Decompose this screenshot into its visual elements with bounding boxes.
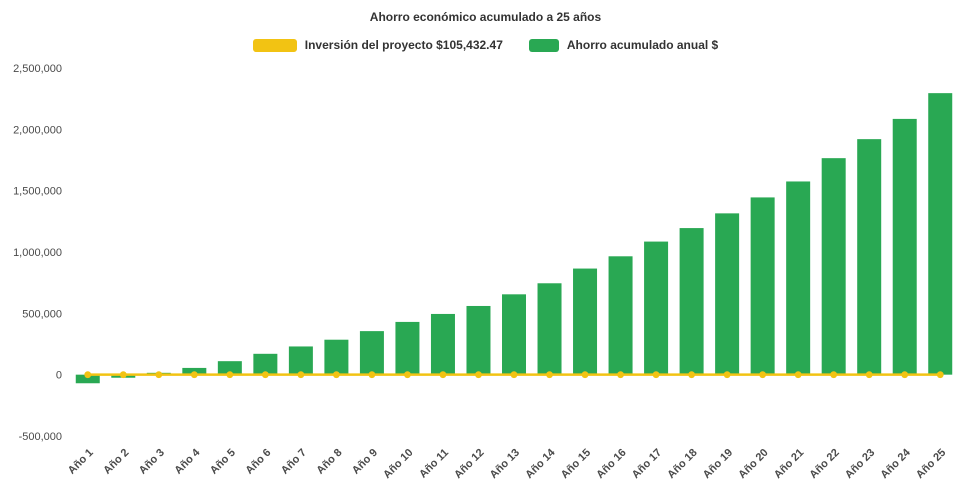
x-tick-label: Año 19 bbox=[701, 447, 735, 481]
savings-bar bbox=[466, 305, 491, 375]
investment-point bbox=[830, 371, 838, 379]
investment-point bbox=[546, 371, 553, 379]
investment-point bbox=[652, 371, 660, 379]
savings-bar bbox=[644, 241, 669, 375]
savings-bar bbox=[608, 256, 633, 375]
investment-point bbox=[404, 371, 411, 379]
savings-bar bbox=[430, 313, 455, 375]
investment-point bbox=[475, 371, 482, 379]
investment-point bbox=[617, 371, 624, 379]
investment-point bbox=[901, 371, 909, 379]
investment-point bbox=[865, 371, 873, 379]
x-tick-label: Año 25 bbox=[914, 447, 948, 481]
investment-point bbox=[510, 371, 518, 379]
savings-bar bbox=[395, 321, 420, 375]
savings-bar bbox=[537, 283, 562, 375]
savings-bar bbox=[359, 331, 384, 375]
x-tick-label: Año 3 bbox=[137, 447, 167, 477]
x-tick-label: Año 11 bbox=[417, 447, 451, 481]
x-tick-label: Año 22 bbox=[807, 447, 841, 481]
investment-point bbox=[155, 371, 163, 379]
savings-bar bbox=[253, 353, 278, 375]
savings-bar bbox=[928, 93, 953, 375]
investment-legend-label: Inversión del proyecto $105,432.47 bbox=[304, 38, 503, 52]
legend: Inversión del proyecto $105,432.47 Ahorr… bbox=[0, 38, 971, 52]
y-tick-label: 1,500,000 bbox=[13, 186, 62, 198]
investment-point bbox=[297, 371, 305, 379]
savings-bar bbox=[573, 268, 598, 375]
savings-bar bbox=[217, 361, 242, 375]
x-tick-label: Año 12 bbox=[452, 447, 486, 481]
x-tick-label: Año 1 bbox=[66, 447, 96, 477]
legend-item-investment[interactable]: Inversión del proyecto $105,432.47 bbox=[252, 38, 503, 52]
x-tick-label: Año 13 bbox=[488, 447, 522, 481]
x-tick-label: Año 10 bbox=[381, 447, 415, 481]
y-tick-label: -500,000 bbox=[19, 431, 62, 443]
x-tick-label: Año 6 bbox=[243, 447, 273, 477]
savings-bar bbox=[502, 294, 526, 375]
savings-bar bbox=[857, 139, 882, 375]
savings-legend-swatch bbox=[528, 38, 559, 52]
investment-point bbox=[759, 371, 767, 379]
x-tick-label: Año 5 bbox=[208, 447, 238, 477]
legend-item-savings[interactable]: Ahorro acumulado anual $ bbox=[528, 38, 719, 52]
x-tick-label: Año 24 bbox=[878, 446, 913, 481]
investment-point bbox=[190, 371, 198, 379]
x-tick-label: Año 7 bbox=[279, 447, 309, 477]
savings-bar bbox=[786, 181, 811, 375]
x-tick-label: Año 20 bbox=[736, 447, 770, 481]
y-tick-label: 0 bbox=[56, 370, 62, 382]
chart-title: Ahorro económico acumulado a 25 años bbox=[369, 10, 602, 24]
investment-point bbox=[936, 371, 944, 379]
y-tick-label: 1,000,000 bbox=[13, 247, 62, 259]
investment-point bbox=[226, 371, 234, 379]
investment-point bbox=[368, 371, 376, 379]
investment-point bbox=[333, 371, 340, 379]
savings-bar bbox=[679, 228, 704, 375]
x-tick-label: Año 23 bbox=[843, 447, 877, 481]
investment-point bbox=[688, 371, 695, 379]
investment-point bbox=[439, 371, 447, 379]
savings-bar bbox=[715, 213, 740, 375]
x-tick-label: Año 15 bbox=[559, 447, 593, 481]
x-tick-label: Año 4 bbox=[172, 446, 203, 477]
investment-legend-swatch bbox=[252, 38, 297, 52]
x-tick-label: Año 18 bbox=[665, 447, 699, 481]
savings-legend-label: Ahorro acumulado anual $ bbox=[566, 38, 719, 52]
y-tick-label: 2,500,000 bbox=[13, 63, 62, 75]
x-tick-label: Año 17 bbox=[630, 447, 664, 481]
savings-bar bbox=[821, 158, 846, 375]
investment-point bbox=[723, 371, 731, 379]
x-tick-label: Año 9 bbox=[350, 447, 380, 477]
investment-point bbox=[119, 371, 127, 379]
x-tick-label: Año 2 bbox=[101, 447, 131, 477]
investment-point bbox=[581, 371, 589, 379]
investment-point bbox=[261, 371, 269, 379]
x-tick-label: Año 21 bbox=[772, 447, 806, 481]
savings-bar bbox=[750, 197, 775, 375]
investment-point bbox=[794, 371, 802, 379]
savings-bar bbox=[288, 346, 313, 375]
y-tick-label: 500,000 bbox=[22, 308, 62, 320]
x-tick-label: Año 14 bbox=[523, 446, 558, 481]
investment-point bbox=[84, 371, 92, 379]
savings-bar bbox=[75, 374, 100, 384]
x-tick-label: Año 8 bbox=[314, 447, 344, 477]
savings-bar bbox=[892, 118, 917, 375]
savings-bar bbox=[324, 339, 349, 375]
y-tick-label: 2,000,000 bbox=[13, 124, 62, 136]
x-tick-label: Año 16 bbox=[594, 447, 628, 481]
